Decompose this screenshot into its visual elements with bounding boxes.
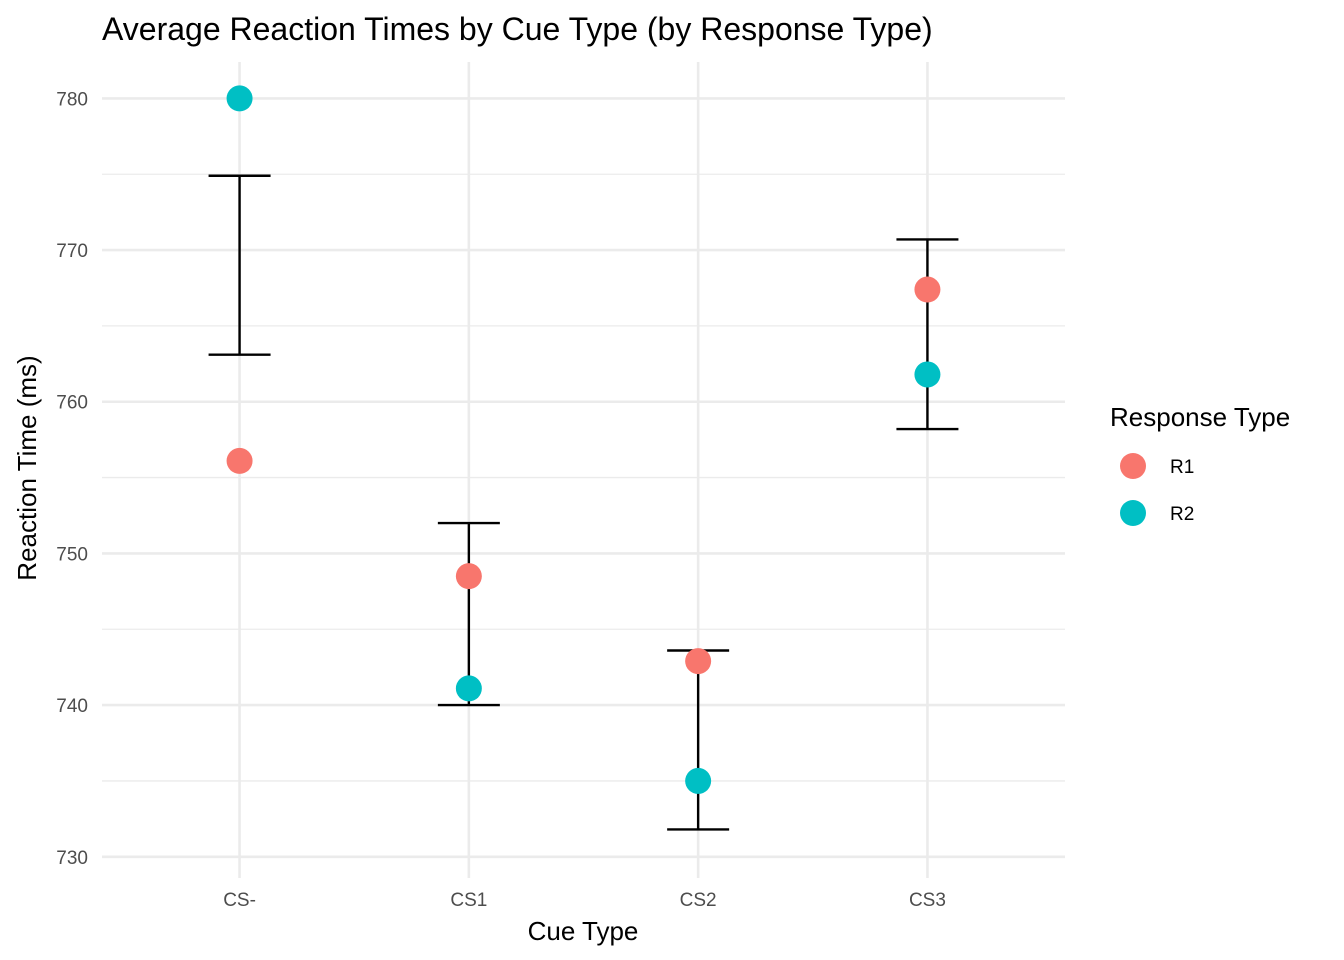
x-tick-label: CS3: [909, 890, 946, 911]
data-point-r1: [914, 276, 941, 303]
error-bars: [208, 174, 959, 831]
legend-key-r1: [1120, 453, 1146, 479]
data-point-r1: [226, 447, 253, 474]
data-points: [226, 85, 941, 794]
y-axis-title: Reaction Time (ms): [12, 355, 42, 580]
legend-items: R1 R2: [1120, 453, 1194, 526]
legend: Response Type R1 R2: [1110, 402, 1290, 526]
x-axis-title: Cue Type: [528, 916, 639, 946]
y-tick-label: 760: [56, 393, 88, 414]
error-bar: [208, 174, 271, 356]
x-tick-label: CS2: [680, 890, 717, 911]
y-axis-ticks: 730 740 750 760 770 780: [56, 89, 88, 868]
data-point-r2: [226, 85, 253, 112]
chart-title: Average Reaction Times by Cue Type (by R…: [102, 11, 933, 47]
data-point-r2: [914, 361, 941, 388]
y-tick-label: 770: [56, 241, 88, 262]
x-tick-label: CS1: [450, 890, 487, 911]
y-tick-label: 740: [56, 696, 88, 717]
legend-title: Response Type: [1110, 402, 1290, 432]
data-point-r2: [685, 767, 712, 794]
data-point-r1: [455, 563, 482, 590]
error-bar: [437, 521, 500, 707]
error-bar: [896, 238, 959, 431]
x-axis-ticks: CS- CS1 CS2 CS3: [223, 890, 946, 911]
y-tick-label: 750: [56, 544, 88, 565]
legend-label-r1: R1: [1170, 457, 1194, 478]
y-tick-label: 730: [56, 848, 88, 869]
legend-key-r2: [1120, 500, 1146, 526]
y-tick-label: 780: [56, 89, 88, 110]
error-bar: [667, 649, 730, 831]
x-tick-label: CS-: [223, 890, 256, 911]
data-point-r2: [455, 675, 482, 702]
data-point-r1: [685, 648, 712, 675]
legend-label-r2: R2: [1170, 504, 1194, 525]
